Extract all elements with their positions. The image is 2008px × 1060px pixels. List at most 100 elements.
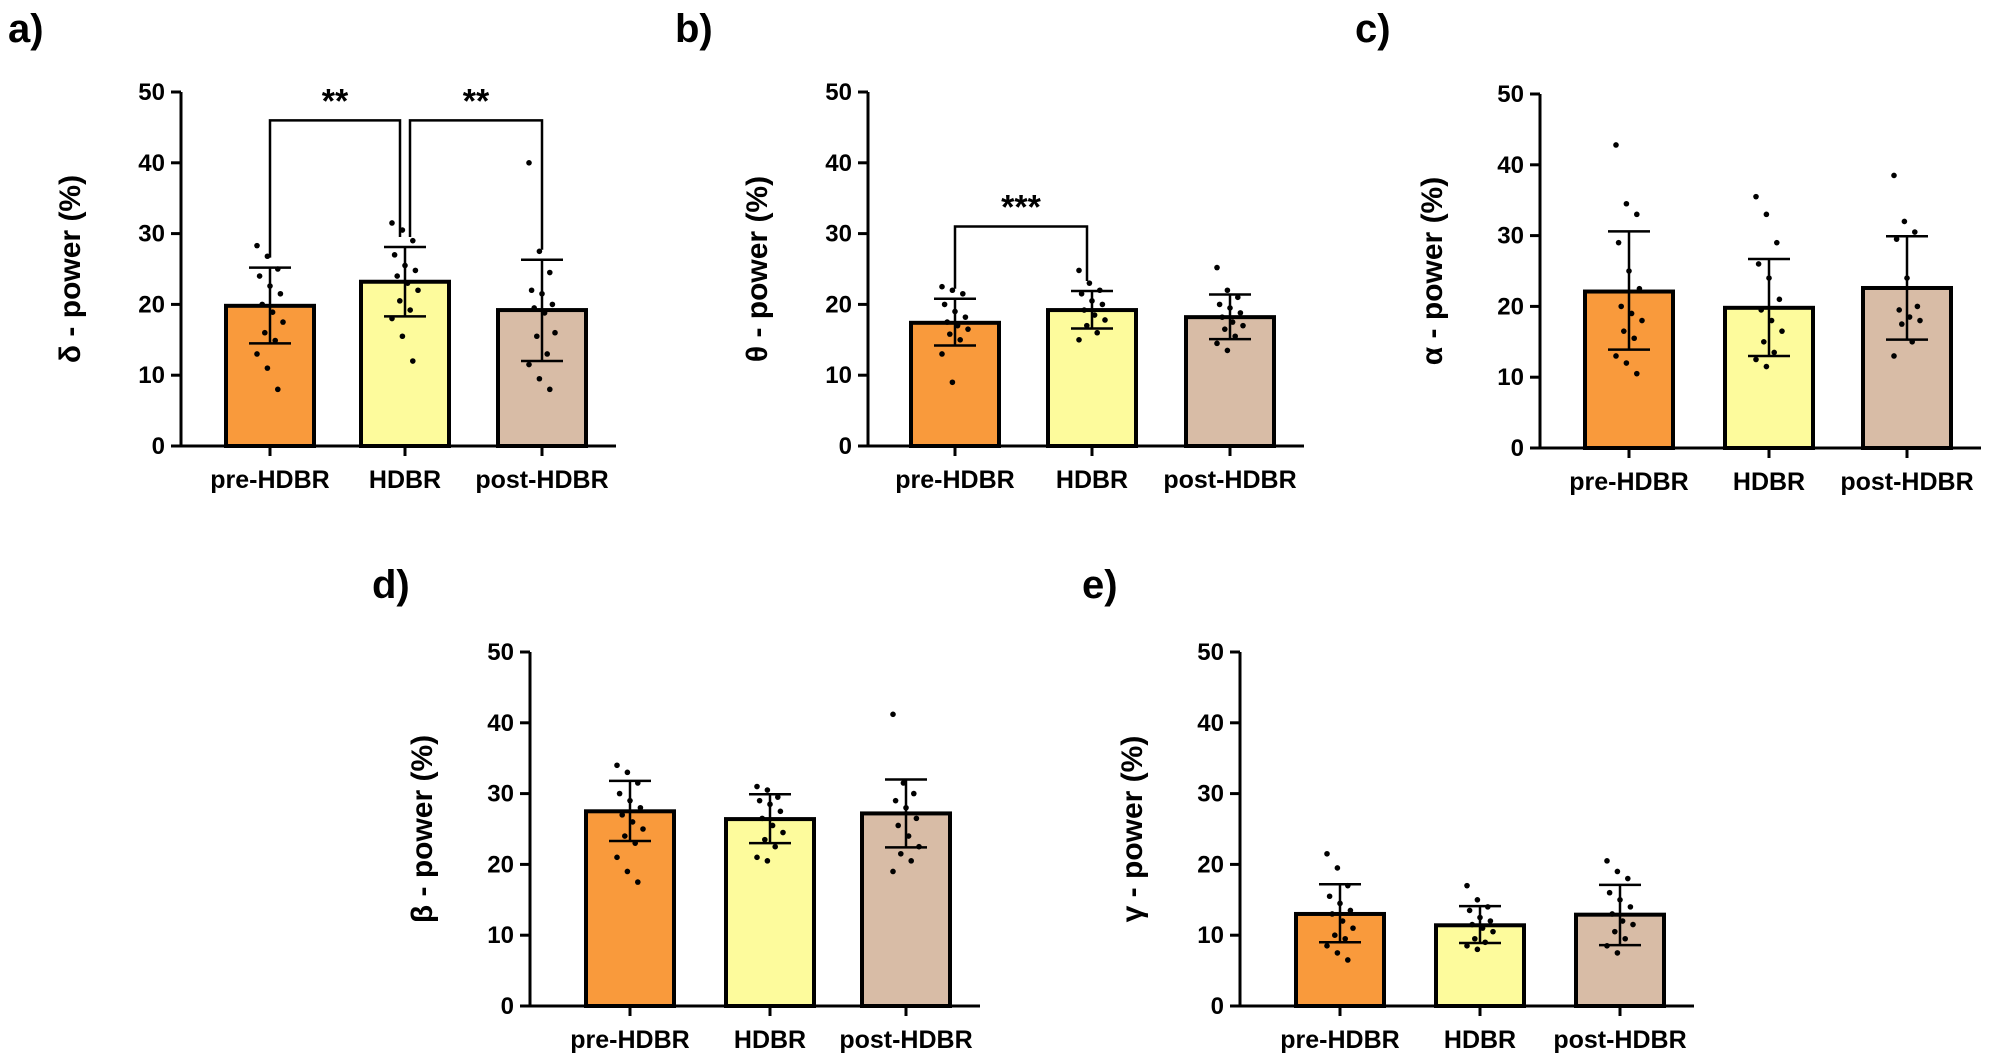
- data-point: [756, 797, 763, 804]
- data-point: [536, 375, 543, 382]
- y-tick-label: 10: [138, 362, 165, 389]
- y-tick-label: 30: [1197, 781, 1224, 808]
- panel-label: a): [8, 7, 44, 51]
- data-point: [1214, 264, 1220, 271]
- data-point: [619, 812, 625, 818]
- data-point: [1604, 858, 1610, 864]
- data-point: [944, 319, 950, 325]
- panel-label: e): [1082, 563, 1118, 607]
- category-label: pre-HDBR: [570, 1026, 689, 1054]
- y-axis-title: γ - power (%): [1116, 736, 1149, 923]
- data-point: [759, 815, 765, 822]
- data-point: [1612, 928, 1618, 935]
- data-point: [544, 351, 550, 357]
- y-tick-label: 0: [1211, 993, 1224, 1020]
- y-tick-label: 30: [825, 221, 852, 248]
- data-point: [1631, 335, 1637, 342]
- data-point: [1324, 850, 1330, 857]
- data-point: [1763, 363, 1770, 370]
- y-axis-title: β - power (%): [406, 735, 439, 923]
- category-label: pre-HDBR: [895, 466, 1014, 494]
- data-point: [552, 329, 558, 336]
- data-point: [898, 850, 904, 857]
- y-axis-title: θ - power (%): [741, 176, 774, 362]
- data-point: [1636, 285, 1643, 292]
- data-point: [616, 790, 623, 797]
- data-point: [391, 252, 398, 258]
- data-point: [1216, 301, 1223, 308]
- data-point: [1329, 911, 1335, 917]
- data-point: [1763, 211, 1770, 218]
- data-point: [1214, 340, 1220, 347]
- data-point: [1771, 349, 1777, 356]
- data-point: [1345, 957, 1351, 963]
- data-point: [754, 783, 760, 790]
- data-point: [965, 326, 971, 332]
- data-point: [775, 794, 781, 800]
- bar-hdbr: [1046, 308, 1138, 448]
- data-point: [780, 829, 786, 836]
- data-point: [1618, 303, 1624, 310]
- category-label: pre-HDBR: [1280, 1026, 1399, 1054]
- data-point: [1235, 294, 1241, 301]
- data-point: [254, 242, 260, 249]
- data-point: [1634, 211, 1640, 218]
- y-tick-label: 20: [825, 291, 852, 318]
- data-point: [534, 333, 540, 340]
- data-point: [536, 248, 543, 255]
- data-point: [1334, 950, 1341, 956]
- y-tick-label: 20: [1497, 293, 1524, 320]
- data-point: [1490, 928, 1496, 935]
- data-point: [410, 237, 416, 244]
- data-point: [1224, 287, 1231, 294]
- data-point: [264, 365, 271, 371]
- data-point: [1627, 904, 1634, 910]
- data-point: [1630, 921, 1636, 928]
- y-tick-label: 20: [487, 851, 514, 878]
- data-point: [1084, 322, 1090, 329]
- y-axis-title: α - power (%): [1416, 177, 1449, 365]
- data-point: [1614, 868, 1621, 875]
- category-label: post-HDBR: [475, 466, 608, 494]
- data-point: [1623, 200, 1630, 207]
- data-point: [399, 333, 406, 340]
- data-point: [275, 386, 281, 393]
- y-tick-label: 0: [501, 993, 514, 1020]
- data-point: [1912, 229, 1918, 235]
- data-point: [272, 337, 279, 344]
- data-point: [277, 290, 284, 297]
- panel-label: d): [372, 563, 410, 607]
- data-point: [1761, 339, 1767, 345]
- data-point: [528, 287, 535, 294]
- y-tick-label: 30: [138, 221, 165, 248]
- category-label: post-HDBR: [839, 1026, 972, 1054]
- data-point: [1755, 261, 1762, 267]
- data-point: [614, 854, 620, 861]
- y-tick-label: 50: [1197, 639, 1224, 666]
- data-point: [754, 854, 760, 861]
- y-tick-label: 20: [1197, 851, 1224, 878]
- data-point: [949, 287, 956, 294]
- data-point: [1606, 889, 1613, 896]
- data-point: [1219, 314, 1225, 320]
- data-point: [1896, 307, 1902, 313]
- chart-panel-2: b) 0 10 20 30 40 50 θ - power (%) pre-HDBR HDBR po…: [675, 7, 1304, 494]
- data-point: [531, 305, 537, 311]
- data-point: [1076, 337, 1082, 343]
- data-point: [622, 833, 628, 839]
- data-point: [1342, 935, 1348, 942]
- data-point: [890, 868, 896, 875]
- significance-bracket: [268, 119, 402, 258]
- data-point: [892, 797, 899, 804]
- y-tick-label: 10: [487, 922, 514, 949]
- data-point: [614, 762, 620, 769]
- y-tick-label: 50: [487, 639, 514, 666]
- data-point: [1622, 935, 1628, 942]
- y-tick-label: 10: [825, 362, 852, 389]
- y-tick-label: 10: [1497, 364, 1524, 391]
- category-label: HDBR: [1444, 1026, 1516, 1054]
- y-tick-label: 40: [1197, 710, 1224, 737]
- data-point: [547, 386, 553, 393]
- data-point: [764, 858, 771, 864]
